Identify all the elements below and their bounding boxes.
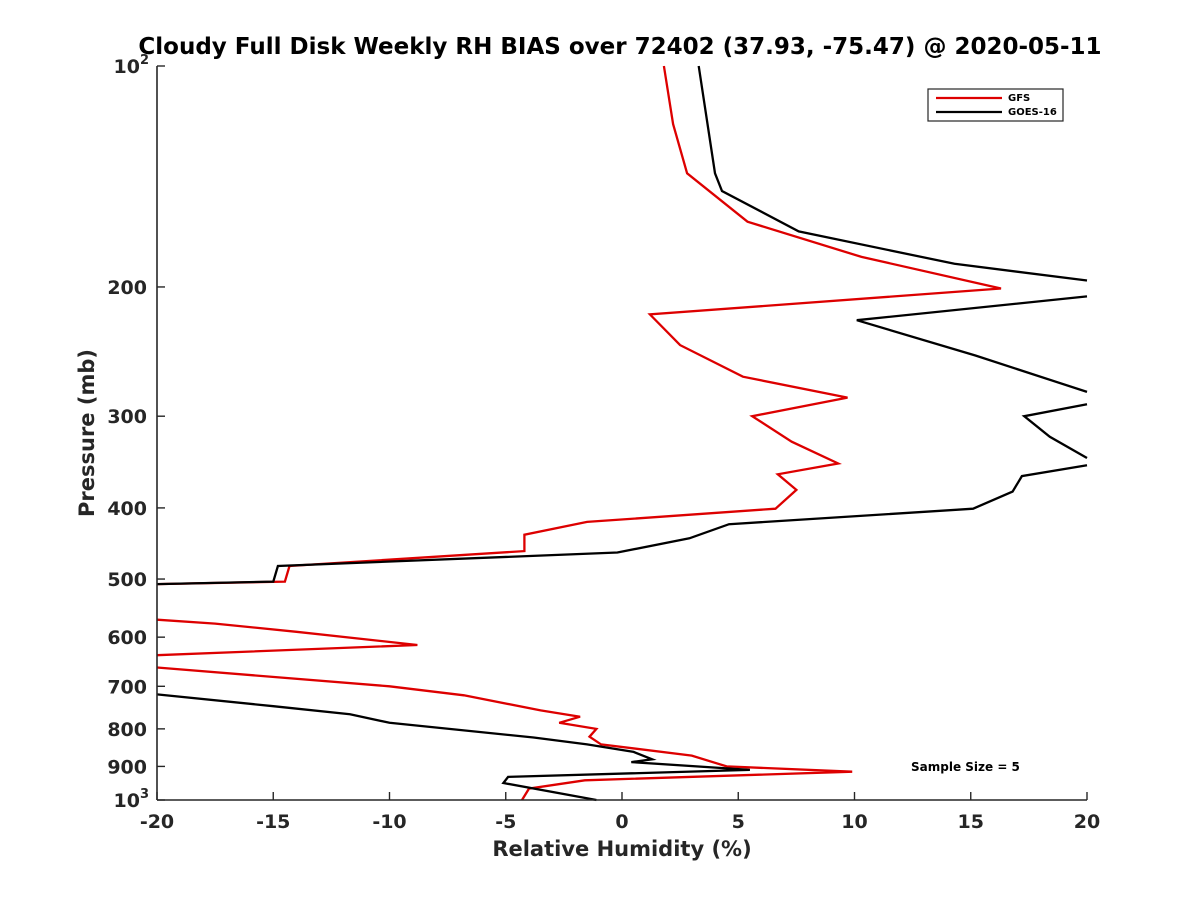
y-tick-label: 600 (107, 627, 147, 649)
legend-label-goes16: GOES-16 (1008, 107, 1057, 118)
x-tick-label: -5 (495, 811, 516, 833)
legend: GFS GOES-16 (927, 88, 1064, 122)
y-tick-label: 800 (107, 719, 147, 741)
x-tick-label: 20 (1074, 811, 1100, 833)
x-tick-label: -10 (372, 811, 406, 833)
y-tick-label: 10 (114, 790, 140, 812)
y-tick-label: 200 (107, 277, 147, 299)
x-tick-label: 0 (615, 811, 628, 833)
y-tick-label: 300 (107, 406, 147, 428)
y-tick-label: 900 (107, 756, 147, 778)
y-tick-exponent: 3 (140, 787, 149, 802)
y-tick-label: 400 (107, 498, 147, 520)
y-tick-label: 10 (114, 56, 140, 78)
x-ticks: -20 -15 -10 -5 0 5 10 15 20 (140, 792, 1100, 833)
series-line-gfs (156, 65, 1002, 801)
y-tick-label: 700 (107, 676, 147, 698)
x-tick-label: 10 (841, 811, 867, 833)
legend-label-gfs: GFS (1008, 93, 1030, 104)
series-line-goes16 (156, 65, 1088, 802)
plot-lines (156, 65, 1088, 802)
x-tick-label: -15 (256, 811, 290, 833)
legend-box (927, 88, 1064, 122)
x-tick-label: 5 (732, 811, 745, 833)
sample-size-annotation: Sample Size = 5 (911, 760, 1020, 774)
y-tick-exponent: 2 (140, 53, 149, 68)
chart-title: Cloudy Full Disk Weekly RH BIAS over 724… (138, 34, 1101, 60)
y-tick-label: 500 (107, 569, 147, 591)
y-axis-label: Pressure (mb) (75, 349, 99, 517)
x-tick-label: 15 (958, 811, 984, 833)
x-tick-label: -20 (140, 811, 174, 833)
x-axis-label: Relative Humidity (%) (492, 837, 751, 861)
